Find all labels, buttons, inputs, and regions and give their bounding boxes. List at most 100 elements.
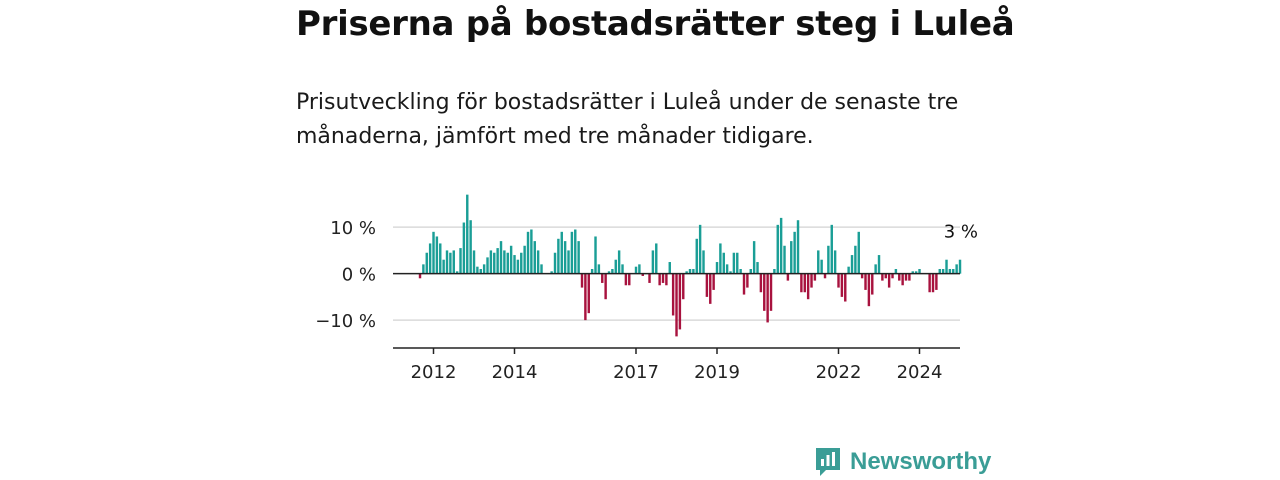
bar (449, 252, 452, 274)
bar (466, 194, 469, 274)
bar (806, 273, 810, 300)
bar (955, 264, 958, 274)
bar (513, 255, 516, 274)
chart-subtitle: Prisutveckling för bostadsrätter i Luleå… (296, 90, 959, 149)
bar (736, 252, 739, 274)
bar (540, 264, 543, 274)
bar (668, 262, 671, 274)
bar (810, 273, 813, 288)
bar (567, 250, 570, 274)
bar (719, 243, 722, 274)
bar (914, 271, 918, 274)
bar (439, 243, 442, 274)
bar (648, 273, 651, 283)
bar (580, 273, 584, 288)
bar (722, 252, 725, 274)
bar (952, 269, 955, 274)
bar (820, 259, 823, 274)
bar (563, 241, 567, 274)
bar (520, 252, 523, 274)
bar (800, 273, 803, 293)
bar (857, 231, 860, 274)
bar (715, 262, 719, 274)
newsworthy-logo-icon (816, 448, 840, 476)
bar (864, 273, 867, 290)
bar (509, 245, 513, 274)
x-tick-label: 2017 (613, 362, 659, 383)
bar (688, 269, 692, 274)
bar (776, 224, 779, 274)
bar (958, 259, 962, 274)
bar (712, 273, 715, 290)
bar (476, 266, 479, 274)
bar (830, 224, 833, 274)
bar (523, 245, 526, 274)
bar (759, 273, 763, 293)
bar (422, 264, 425, 274)
bar (574, 229, 577, 274)
bar (496, 248, 499, 274)
bar (486, 257, 489, 274)
bar (749, 269, 752, 274)
bar (560, 231, 563, 274)
bar (769, 273, 773, 311)
bar (651, 250, 655, 274)
bar (790, 241, 793, 274)
bar (884, 273, 887, 279)
bar (503, 250, 506, 274)
bar (938, 269, 941, 274)
bar (860, 273, 864, 279)
bar (617, 250, 621, 274)
bar (766, 273, 769, 323)
bar (742, 273, 746, 295)
bar (773, 269, 776, 274)
bar (665, 273, 668, 286)
x-tick-label: 2019 (694, 362, 740, 383)
bar (823, 273, 827, 279)
y-tick-label: −10 % (315, 311, 376, 332)
bar (854, 245, 857, 274)
bar (898, 273, 901, 281)
bar (931, 273, 935, 293)
bar (597, 264, 601, 274)
bar (847, 266, 850, 274)
bar (634, 266, 638, 274)
bar (469, 220, 472, 274)
x-tick-label: 2012 (411, 362, 457, 383)
bar (533, 241, 536, 274)
bar (695, 238, 698, 274)
x-tick-label: 2024 (897, 362, 943, 383)
bar (763, 273, 766, 311)
y-tick-label: 0 % (342, 265, 376, 286)
bar (479, 269, 482, 274)
bar (638, 264, 641, 274)
bar (756, 262, 759, 274)
bar (604, 273, 607, 300)
bar (904, 273, 908, 281)
bar (587, 273, 590, 314)
bar (813, 273, 817, 281)
bar (516, 259, 520, 274)
bar (550, 271, 553, 274)
bar (881, 273, 884, 281)
bar (803, 273, 806, 293)
bar (641, 273, 644, 276)
bar (655, 243, 658, 274)
bar (732, 252, 736, 274)
bar (584, 273, 587, 321)
bar (840, 273, 844, 297)
bar (685, 271, 688, 274)
bar (779, 217, 783, 274)
bar (553, 252, 557, 274)
bar (489, 250, 493, 274)
x-tick-label: 2014 (492, 362, 538, 383)
bar (499, 241, 503, 274)
bar (557, 238, 560, 274)
bar (671, 273, 675, 316)
brand-name: Newsworthy (850, 448, 992, 475)
bar (911, 271, 914, 274)
bar (817, 250, 820, 274)
bar (594, 236, 597, 274)
bar (455, 271, 459, 274)
